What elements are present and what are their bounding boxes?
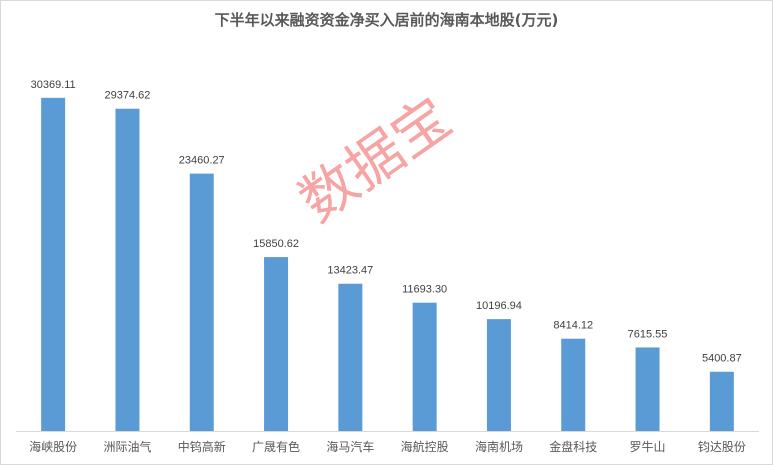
x-tick-label: 钧达股份 (698, 440, 746, 454)
x-tick-label: 罗牛山 (630, 439, 666, 454)
data-label: 7615.55 (628, 328, 668, 340)
data-label: 10196.94 (476, 300, 522, 312)
x-tick-label: 海航控股 (401, 439, 449, 454)
x-tick-label: 洲际油气 (103, 439, 151, 454)
x-tick-label: 广晟有色 (252, 440, 300, 454)
x-tick-label: 中钨高新 (178, 439, 226, 454)
bar (412, 302, 437, 431)
bar (635, 347, 660, 431)
data-label: 15850.62 (253, 238, 299, 250)
x-tick-label: 海峡股份 (29, 439, 77, 454)
data-label: 23460.27 (179, 155, 225, 167)
x-tick-label: 金盘科技 (549, 439, 597, 454)
data-label: 5400.87 (702, 353, 742, 365)
data-label: 8414.12 (553, 320, 593, 332)
data-label: 30369.11 (31, 79, 76, 91)
bar (41, 97, 66, 431)
bar (486, 319, 511, 431)
bar (189, 173, 214, 431)
bar (338, 283, 363, 431)
bar (561, 338, 586, 431)
x-tick-label: 海马汽车 (326, 439, 374, 454)
x-tick-label: 海南机场 (475, 439, 523, 454)
bar (115, 108, 140, 432)
data-label: 13423.47 (327, 265, 373, 277)
data-label: 11693.30 (402, 284, 447, 296)
data-label: 29374.62 (105, 90, 151, 102)
bar (709, 371, 734, 431)
bar (264, 257, 289, 431)
chart-title: 下半年以来融资资金净买入居前的海南本地股(万元) (214, 11, 559, 29)
